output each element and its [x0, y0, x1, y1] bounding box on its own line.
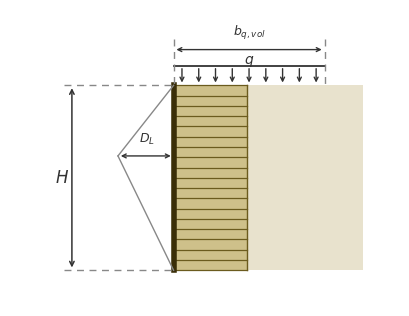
Text: H: H — [55, 169, 67, 187]
Bar — [173, 85, 246, 270]
Text: $D_L$: $D_L$ — [139, 132, 155, 147]
Bar — [246, 85, 362, 270]
Text: $q$: $q$ — [243, 54, 254, 69]
Text: $b_{q,vol}$: $b_{q,vol}$ — [232, 24, 265, 42]
